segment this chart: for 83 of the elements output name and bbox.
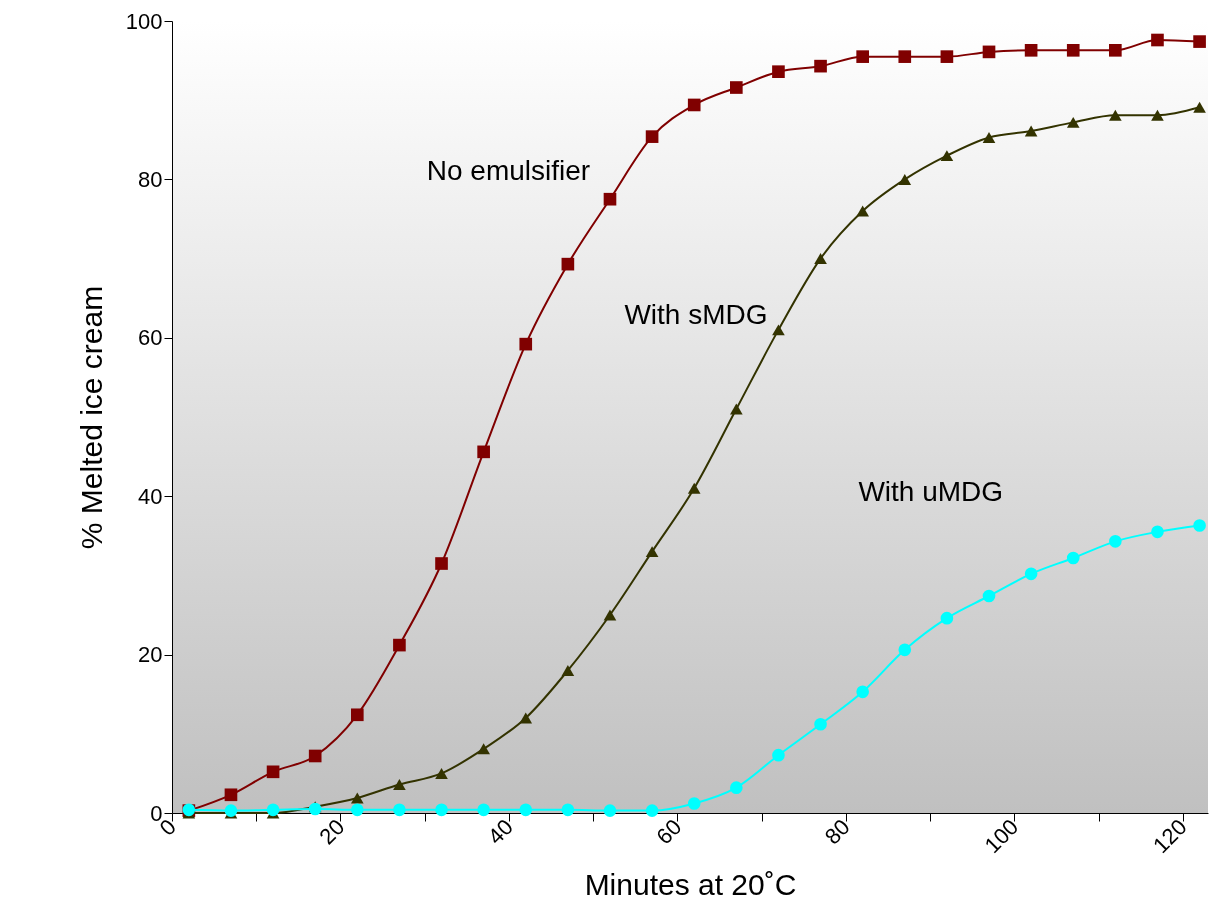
point xyxy=(266,803,280,817)
series-label: No emulsifier xyxy=(426,155,591,187)
point xyxy=(1066,116,1080,128)
point xyxy=(814,59,827,73)
point xyxy=(435,803,448,817)
point xyxy=(645,546,659,558)
point xyxy=(982,589,996,603)
point xyxy=(603,804,617,817)
point xyxy=(519,337,533,351)
point xyxy=(1193,101,1206,113)
x-tick-label: 40 xyxy=(482,814,518,850)
point xyxy=(1193,519,1206,532)
point xyxy=(730,81,743,94)
point xyxy=(1024,43,1038,57)
point xyxy=(1109,43,1122,57)
point xyxy=(982,45,996,59)
point xyxy=(477,803,490,817)
y-axis-title: % Melted ice cream xyxy=(74,285,108,550)
point xyxy=(561,257,575,271)
point xyxy=(350,803,364,817)
point xyxy=(519,712,533,724)
point xyxy=(898,643,912,657)
y-tick-label: 40 xyxy=(138,483,163,509)
point xyxy=(1109,535,1122,548)
point xyxy=(772,65,785,79)
x-tick-label: 20 xyxy=(314,814,350,850)
point xyxy=(393,803,406,817)
point xyxy=(393,638,406,652)
x-axis-title: Minutes at 20˚C xyxy=(584,868,797,902)
point xyxy=(1109,109,1122,121)
point xyxy=(435,767,448,779)
point xyxy=(898,173,912,185)
point xyxy=(730,403,743,415)
point xyxy=(982,131,996,143)
point xyxy=(477,445,490,459)
point xyxy=(477,743,490,755)
point xyxy=(603,192,617,206)
point xyxy=(1024,125,1038,137)
point xyxy=(393,779,406,790)
point xyxy=(350,708,364,722)
point xyxy=(940,150,954,162)
point xyxy=(940,611,954,625)
point xyxy=(856,685,869,699)
point xyxy=(645,804,659,817)
y-tick-label: 100 xyxy=(125,8,163,34)
point xyxy=(350,792,364,804)
point xyxy=(266,765,280,779)
point xyxy=(730,781,743,794)
point xyxy=(814,253,827,265)
point xyxy=(772,748,785,762)
series-label: With sMDG xyxy=(624,298,768,330)
y-tick-label: 20 xyxy=(138,642,163,668)
y-tick-label: 60 xyxy=(138,325,163,351)
point xyxy=(814,717,827,731)
point xyxy=(308,749,322,763)
x-tick-label: 120 xyxy=(1148,814,1192,858)
point xyxy=(940,50,954,63)
point xyxy=(561,664,575,676)
point xyxy=(1066,551,1080,565)
point xyxy=(603,609,617,621)
point xyxy=(898,50,912,63)
x-tick-label: 100 xyxy=(979,814,1024,858)
point xyxy=(856,205,869,217)
point xyxy=(1193,35,1206,48)
point xyxy=(561,803,575,817)
point xyxy=(1024,567,1038,581)
point xyxy=(1151,525,1164,539)
point xyxy=(1151,109,1164,121)
point xyxy=(772,324,785,336)
y-tick-label: 80 xyxy=(138,166,163,192)
point xyxy=(435,557,448,570)
point xyxy=(687,797,701,810)
point xyxy=(519,803,533,817)
x-tick-label: 60 xyxy=(651,814,687,850)
point xyxy=(1151,33,1164,47)
x-tick-label: 80 xyxy=(819,814,855,850)
point xyxy=(645,130,659,143)
point xyxy=(687,98,701,112)
point xyxy=(1066,43,1080,57)
point xyxy=(224,788,238,802)
point xyxy=(687,482,701,494)
point xyxy=(856,50,869,63)
text: With uMDG xyxy=(858,475,1004,507)
